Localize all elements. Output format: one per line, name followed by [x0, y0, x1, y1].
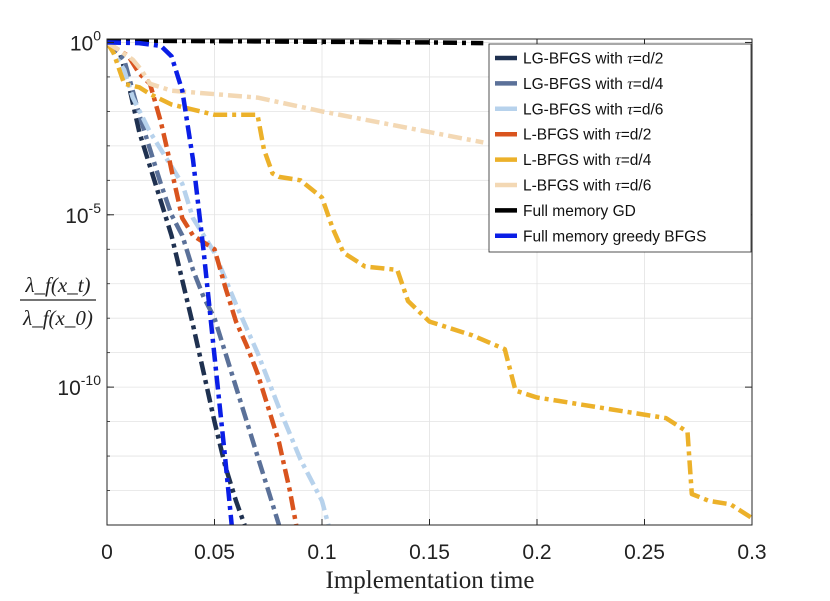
legend-label-1: LG-BFGS with τ=d/4: [523, 76, 664, 93]
legend-label-2: LG-BFGS with τ=d/6: [523, 101, 663, 118]
x-tick-label-6: 0.3: [737, 541, 766, 564]
y-tick-label-exponent: -5: [89, 200, 102, 216]
series-line-6: [107, 39, 484, 46]
legend-label-suffix: =d/6: [621, 178, 652, 195]
y-tick-label-base: 10: [70, 32, 93, 55]
y-tick-label-0: 100: [70, 27, 101, 55]
x-tick-labels: 0 0.05 0.1 0.15 0.2 0.25 0.3: [101, 541, 766, 564]
x-axis-label: Implementation time: [326, 567, 535, 594]
series-line-1: [107, 40, 282, 525]
legend-label-text: LG-BFGS with: [523, 76, 627, 93]
legend-label-text: L-BFGS with: [523, 152, 615, 169]
x-tick-label-5: 0.25: [624, 541, 665, 564]
legend-label-tau: τ: [615, 127, 622, 144]
y-tick-label-base: 10: [57, 377, 80, 400]
y-tick-label-base: 10: [65, 205, 88, 228]
legend-label-text: LG-BFGS with: [523, 51, 627, 68]
series-line-7: [107, 40, 234, 525]
legend-label-text: Full memory greedy BFGS: [523, 228, 706, 245]
legend-label-tau: τ: [615, 152, 622, 169]
legend-label-0: LG-BFGS with τ=d/2: [523, 51, 663, 68]
legend-label-suffix: =d/2: [621, 127, 652, 144]
legend-label-text: L-BFGS with: [523, 178, 615, 195]
y-tick-label-2: 10-10: [57, 372, 101, 400]
series-line-4: [107, 41, 752, 520]
series-line-5: [107, 40, 484, 145]
x-tick-label-1: 0.05: [194, 541, 235, 564]
y-tick-label-exponent: -10: [81, 372, 101, 388]
y-axis-label-numerator: λ_f(x_t): [24, 273, 90, 297]
legend: LG-BFGS with τ=d/2LG-BFGS with τ=d/4LG-B…: [488, 43, 752, 253]
y-axis-label: λ_f(x_t) λ_f(x_0): [20, 273, 96, 330]
legend-label-suffix: =d/2: [633, 51, 664, 68]
legend-label-7: Full memory greedy BFGS: [523, 228, 706, 245]
x-tick-label-0: 0: [101, 541, 113, 564]
legend-label-5: L-BFGS with τ=d/6: [523, 178, 651, 195]
legend-label-6: Full memory GD: [523, 203, 636, 220]
legend-label-tau: τ: [615, 178, 622, 195]
legend-label-suffix: =d/6: [633, 101, 664, 118]
legend-label-text: LG-BFGS with: [523, 101, 627, 118]
y-axis-label-denominator: λ_f(x_0): [22, 306, 93, 330]
legend-label-3: L-BFGS with τ=d/2: [523, 127, 651, 144]
legend-label-text: L-BFGS with: [523, 127, 615, 144]
y-tick-label-exponent: 0: [93, 27, 101, 43]
x-tick-label-4: 0.2: [522, 541, 551, 564]
legend-label-tau: τ: [627, 76, 634, 93]
x-tick-label-3: 0.15: [409, 541, 450, 564]
y-tick-label-1: 10-5: [65, 200, 101, 228]
legend-label-tau: τ: [627, 101, 634, 118]
legend-label-4: L-BFGS with τ=d/4: [523, 152, 652, 169]
legend-label-text: Full memory GD: [523, 203, 636, 220]
legend-box: [488, 43, 752, 253]
legend-label-suffix: =d/4: [633, 76, 664, 93]
series-line-0: [107, 40, 247, 525]
series-line-2: [107, 41, 331, 525]
legend-label-suffix: =d/4: [621, 152, 652, 169]
x-tick-label-2: 0.1: [307, 541, 336, 564]
legend-label-tau: τ: [627, 51, 634, 68]
